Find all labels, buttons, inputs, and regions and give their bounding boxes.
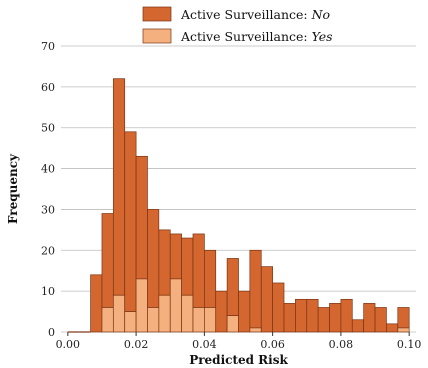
bar-no-2 bbox=[90, 274, 103, 333]
bar-no-21 bbox=[306, 298, 319, 333]
x-tick-label-0.10: 0.10 bbox=[397, 338, 422, 351]
bar-yes-16 bbox=[249, 327, 262, 333]
legend-swatch-yes bbox=[142, 28, 172, 44]
y-tick-label-20: 20 bbox=[41, 244, 55, 257]
bar-no-27 bbox=[374, 307, 387, 333]
bar-no-26 bbox=[363, 303, 376, 333]
bar-no-15 bbox=[238, 290, 251, 333]
bar-no-29 bbox=[397, 307, 410, 329]
x-tick-label-0.04: 0.04 bbox=[192, 338, 217, 351]
x-tick-label-0.00: 0.00 bbox=[56, 338, 81, 351]
bar-yes-8 bbox=[158, 294, 171, 333]
bar-yes-9 bbox=[169, 278, 182, 333]
bar-no-5 bbox=[124, 131, 137, 312]
bar-no-16 bbox=[249, 249, 262, 329]
bar-yes-7 bbox=[147, 307, 160, 333]
y-axis-title: Frequency bbox=[6, 153, 20, 224]
bar-yes-29 bbox=[397, 327, 410, 333]
bar-no-25 bbox=[351, 319, 364, 333]
bar-yes-4 bbox=[112, 294, 126, 333]
bars bbox=[67, 78, 410, 333]
bar-no-17 bbox=[260, 266, 273, 333]
bar-no-4 bbox=[112, 78, 126, 296]
legend-label-yes: Active Surveillance: Yes bbox=[180, 29, 333, 44]
bar-no-20 bbox=[295, 298, 308, 333]
x-tick-label-0.08: 0.08 bbox=[329, 338, 354, 351]
bar-no-3 bbox=[101, 213, 114, 308]
y-tick-label-50: 50 bbox=[41, 122, 55, 135]
bar-yes-10 bbox=[181, 294, 194, 333]
bar-yes-3 bbox=[101, 307, 114, 333]
bar-yes-11 bbox=[192, 307, 205, 333]
y-tick-label-40: 40 bbox=[41, 163, 55, 176]
bar-no-14 bbox=[226, 258, 239, 317]
y-tick-label-60: 60 bbox=[41, 81, 55, 94]
bar-no-6 bbox=[135, 155, 148, 280]
y-tick-label-10: 10 bbox=[41, 285, 55, 298]
bar-yes-6 bbox=[135, 278, 148, 333]
x-tick-label-0.06: 0.06 bbox=[260, 338, 285, 351]
axes: 0 10 20 30 40 50 60 70 0.00 0.02 0.04 0.06 0.08 0.10 P… bbox=[6, 40, 421, 367]
bar-no-18 bbox=[272, 282, 285, 333]
bar-yes-12 bbox=[204, 307, 217, 333]
bar-yes-14 bbox=[226, 315, 239, 333]
bar-no-22 bbox=[317, 307, 330, 333]
bar-no-23 bbox=[329, 303, 342, 333]
legend-swatch-no bbox=[142, 6, 172, 22]
bar-no-13 bbox=[215, 290, 228, 333]
bar-no-12 bbox=[204, 249, 217, 308]
y-tick-label-30: 30 bbox=[41, 203, 55, 216]
bar-no-28 bbox=[386, 323, 399, 333]
y-tick-label-0: 0 bbox=[48, 326, 55, 339]
x-axis-title: Predicted Risk bbox=[189, 353, 288, 367]
x-tick-label-0.02: 0.02 bbox=[124, 338, 149, 351]
bar-yes-5 bbox=[124, 311, 137, 333]
legend-label-no: Active Surveillance: No bbox=[180, 7, 330, 22]
bar-no-9 bbox=[169, 233, 182, 280]
bar-no-8 bbox=[158, 229, 171, 296]
bar-no-19 bbox=[283, 303, 296, 333]
bar-no-7 bbox=[147, 209, 160, 308]
bar-no-10 bbox=[181, 237, 194, 296]
legend: Active Surveillance: No Active Surveillan… bbox=[142, 6, 333, 44]
bar-no-24 bbox=[340, 298, 353, 333]
y-tick-label-70: 70 bbox=[41, 40, 55, 53]
bar-no-11 bbox=[192, 233, 205, 308]
